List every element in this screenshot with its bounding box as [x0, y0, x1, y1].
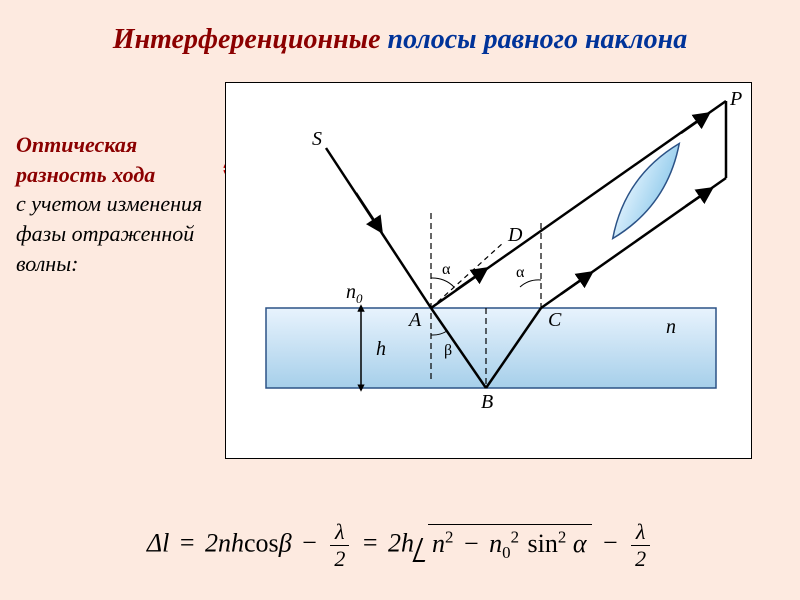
label-n: n: [666, 316, 676, 338]
ray-out-arrow1: [561, 273, 591, 294]
f-n2: n: [432, 529, 445, 558]
f-frac2: λ 2: [631, 521, 650, 570]
label-a: A: [407, 309, 422, 331]
converging-lens: [602, 136, 690, 246]
label-s: S: [312, 128, 322, 150]
f-eq2: =: [359, 528, 382, 557]
f-lam2: λ: [631, 521, 650, 546]
f-t2: 2h: [388, 528, 414, 557]
sidebar-l2: разность хода: [16, 162, 155, 187]
beta-label: β: [444, 342, 452, 359]
alpha-label-c: α: [516, 264, 525, 281]
f-n02: n: [489, 529, 502, 558]
f-two1: 2: [330, 546, 349, 570]
page-title: Интерференционные полосы равного наклона: [0, 0, 800, 56]
label-d: D: [507, 224, 523, 246]
f-lam1: λ: [330, 521, 349, 546]
sidebar-l1: Оптическая: [16, 130, 206, 160]
optics-diagram: h α α β S: [225, 82, 752, 459]
label-p: P: [729, 88, 742, 110]
title-red: Интерференционные: [113, 24, 381, 55]
h-label: h: [376, 338, 386, 360]
label-c: C: [548, 309, 562, 331]
sidebar-text: Оптическая разность хода с учетом измене…: [16, 130, 206, 278]
f-minus2: −: [599, 528, 622, 557]
f-minus-in: −: [460, 529, 483, 558]
alpha-label-a: α: [442, 261, 451, 278]
title-blue: полосы равного наклона: [388, 24, 688, 55]
ray-refl-a-arrow1: [456, 269, 486, 290]
alpha-arc-a: [431, 278, 454, 287]
f-t1: 2nh: [205, 528, 244, 557]
f-cos: cos: [244, 528, 279, 557]
label-b: B: [481, 391, 493, 413]
ray-refl-a-arrow2: [681, 114, 708, 133]
f-sin: sin: [526, 529, 558, 558]
ray-out-arrow2: [686, 189, 711, 206]
f-alpha: α: [573, 529, 587, 558]
f-frac1: λ 2: [330, 521, 349, 570]
ray-incident-arrow: [356, 193, 381, 231]
label-n0: n0: [346, 281, 363, 306]
thin-film: [266, 308, 716, 388]
f-beta: β: [279, 528, 292, 557]
f-delta: Δl: [147, 528, 169, 557]
f-eq1: =: [176, 528, 199, 557]
f-two2: 2: [631, 546, 650, 570]
f-sqrt: n2 − n02 sin2 α: [414, 528, 592, 564]
sidebar-l3: с учетом изменения фазы отраженной волны…: [16, 189, 206, 278]
path-difference-formula: Δl = 2nhcosβ − λ 2 = 2h n2 − n02 sin2 α …: [0, 521, 800, 570]
f-sub0: 0: [502, 543, 510, 562]
f-minus1: −: [298, 528, 321, 557]
